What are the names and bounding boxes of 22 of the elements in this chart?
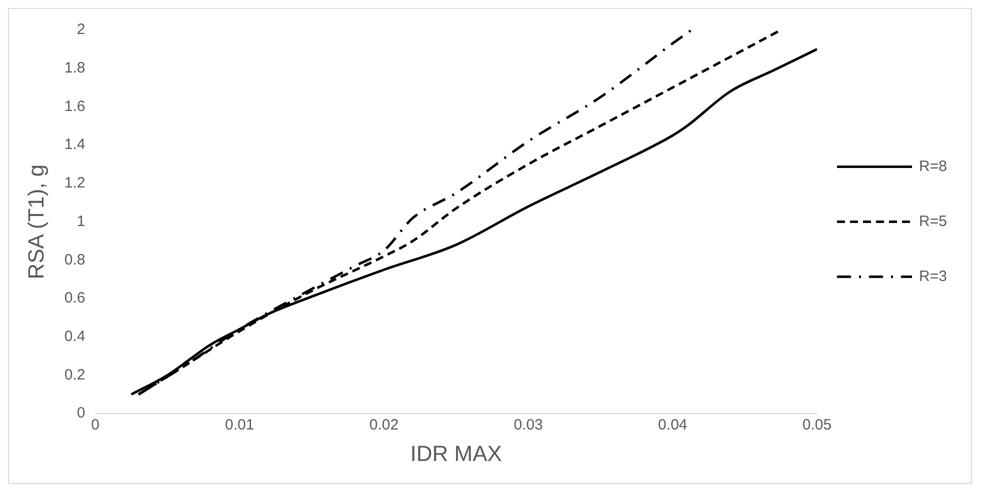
x-axis-title: IDR MAX [410, 440, 502, 466]
y-axis-title: RSA (T1), g [23, 164, 48, 280]
y-tick-label: 1.4 [64, 136, 86, 154]
legend-label: R=3 [919, 268, 947, 285]
x-tick-label: 0 [91, 416, 100, 434]
y-tick-label: 1.6 [64, 98, 86, 115]
y-tick-label: 0.2 [64, 366, 86, 384]
y-tick-label: 1.2 [64, 174, 86, 192]
legend-label: R=5 [919, 212, 947, 230]
x-tick-label: 0.04 [658, 416, 688, 434]
y-tick-label: 0.8 [64, 251, 86, 268]
x-tick-label: 0.05 [802, 416, 832, 434]
x-tick-label: 0.02 [369, 416, 399, 434]
y-tick-label: 0.4 [64, 328, 86, 346]
x-tick-label: 0.01 [225, 416, 254, 434]
x-tick-label: 0.03 [514, 416, 543, 434]
y-tick-label: 2 [76, 21, 86, 38]
legend-label: R=8 [919, 158, 947, 175]
y-tick-label: 1 [76, 212, 86, 230]
y-tick-label: 1.8 [64, 60, 86, 76]
y-tick-label: 0 [76, 404, 86, 422]
y-tick-label: 0.6 [64, 290, 86, 307]
